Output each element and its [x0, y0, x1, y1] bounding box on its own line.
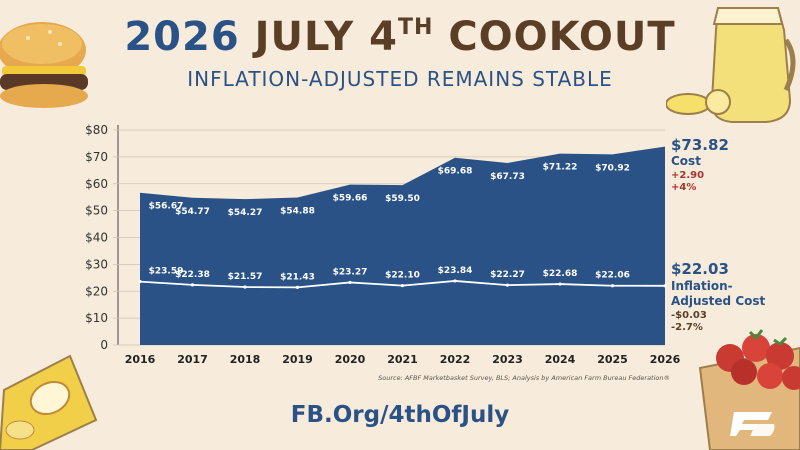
- cost-data-label: $54.27: [228, 208, 263, 218]
- cost-data-label: $59.50: [385, 194, 420, 204]
- adjusted-data-label: $21.43: [280, 272, 315, 282]
- adjusted-point: [505, 283, 510, 287]
- adjusted-data-label: $23.27: [333, 267, 368, 277]
- adjusted-point: [453, 279, 457, 283]
- y-tick-label: $50: [85, 204, 108, 218]
- title-year: 2026: [124, 14, 240, 60]
- cost-data-label: $59.66: [333, 194, 368, 204]
- cost-data-label: $69.68: [438, 167, 473, 177]
- adjusted-data-label: $22.38: [175, 270, 210, 280]
- x-tick-label: 2020: [335, 353, 366, 366]
- page-title: 2026 JULY 4TH COOKOUT: [0, 14, 800, 60]
- y-tick-label: $60: [85, 177, 108, 191]
- adjusted-point: [348, 280, 352, 285]
- adjusted-pct-label: -2.7%: [671, 322, 703, 333]
- burger-icon: [0, 22, 88, 108]
- cost-area: [140, 146, 665, 345]
- y-tick-label: $40: [85, 231, 108, 245]
- adjusted-data-label: $22.68: [543, 269, 578, 279]
- y-tick-label: $70: [85, 150, 108, 164]
- y-tick-label: $80: [85, 123, 108, 137]
- fb-logo-icon: [730, 412, 775, 436]
- adjusted-data-label: $23.59: [149, 267, 184, 277]
- adjusted-point: [138, 280, 142, 284]
- adjusted-series-label-1: Inflation-: [671, 279, 733, 293]
- adjusted-series-label-2: Adjusted Cost: [671, 294, 766, 308]
- cost-data-label: $70.92: [595, 163, 630, 173]
- adjusted-point: [243, 285, 247, 289]
- x-tick-label: 2022: [440, 353, 471, 366]
- cost-pct-label: +4%: [671, 182, 696, 193]
- adjusted-point: [663, 284, 667, 288]
- adjusted-point: [558, 282, 562, 286]
- x-tick-label: 2024: [545, 353, 576, 366]
- footer-url[interactable]: FB.Org/4thOfJuly: [290, 402, 510, 428]
- x-tick-label: 2018: [230, 353, 261, 366]
- adjusted-point: [190, 283, 195, 287]
- adjusted-point: [295, 285, 300, 290]
- x-tick-label: 2023: [492, 353, 523, 366]
- x-tick-label: 2017: [177, 353, 208, 366]
- strawberries-icon: [698, 329, 800, 450]
- title-end: COOKOUT: [448, 14, 676, 60]
- cost-data-label: $54.77: [175, 207, 210, 217]
- adjusted-change-label: -$0.03: [671, 310, 707, 321]
- source-note: Source: AFBF Marketbasket Survey, BLS; A…: [378, 374, 670, 382]
- y-tick-label: 0: [100, 338, 108, 352]
- adjusted-data-label: $21.57: [228, 272, 263, 282]
- y-tick-label: $30: [85, 257, 108, 271]
- adjusted-data-label: $22.10: [385, 271, 420, 281]
- y-tick-label: $20: [85, 284, 108, 298]
- x-tick-label: 2026: [650, 353, 681, 366]
- adjusted-data-label: $23.84: [438, 266, 473, 276]
- title-sup: TH: [397, 15, 434, 40]
- adjusted-point: [400, 284, 405, 288]
- cost-data-label: $67.73: [490, 172, 525, 182]
- x-tick-label: 2021: [387, 353, 418, 366]
- cost-data-label: $71.22: [543, 163, 578, 173]
- x-tick-label: 2016: [125, 353, 156, 366]
- page-subtitle: INFLATION-ADJUSTED REMAINS STABLE: [187, 67, 613, 91]
- cost-data-label: $54.88: [280, 207, 315, 217]
- title-main: JULY 4: [254, 14, 398, 60]
- y-tick-label: $10: [85, 311, 108, 325]
- adjusted-data-label: $22.06: [595, 271, 630, 281]
- adjusted-value-label: $22.03: [671, 260, 729, 278]
- x-tick-label: 2025: [597, 353, 628, 366]
- chips-icon: [0, 354, 98, 450]
- lemonade-icon: [666, 7, 796, 123]
- cost-value-label: $73.82: [671, 136, 729, 154]
- adjusted-data-label: $22.27: [490, 270, 525, 280]
- cost-series-label: Cost: [671, 154, 701, 168]
- cost-data-label: $56.67: [149, 202, 184, 212]
- x-tick-label: 2019: [282, 353, 313, 366]
- cost-change-label: +2.90: [671, 170, 704, 181]
- adjusted-point: [610, 284, 615, 288]
